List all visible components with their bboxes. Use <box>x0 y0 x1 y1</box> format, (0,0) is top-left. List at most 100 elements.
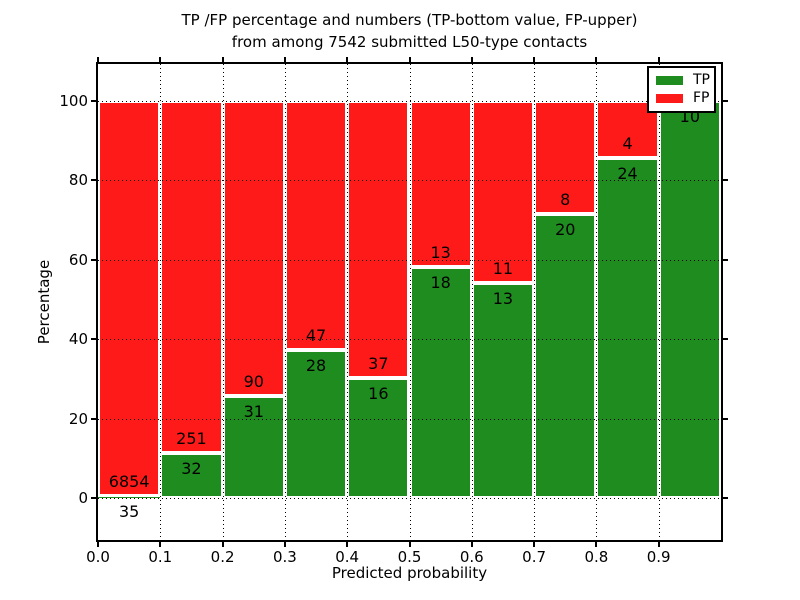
y-tick-right <box>721 258 728 261</box>
y-tick-label: 80 <box>68 171 88 190</box>
y-tick <box>91 100 98 102</box>
x-gridline <box>658 64 660 540</box>
fp-bar-segment <box>160 101 223 454</box>
x-tick-label: 0.1 <box>148 548 173 566</box>
x-tick <box>657 540 660 547</box>
x-tick-top <box>97 57 99 64</box>
y-tick-label: 20 <box>68 409 88 428</box>
x-tick-label: 0.9 <box>646 548 671 566</box>
x-tick-top <box>533 57 536 64</box>
x-tick <box>221 540 224 547</box>
tp-bar-segment <box>160 453 223 498</box>
x-tick <box>470 540 473 547</box>
bar-value-label-tp: 18 <box>430 273 451 293</box>
x-tick-label: 0.3 <box>272 548 297 566</box>
tp-bar-segment <box>347 378 410 498</box>
bar-value-label-tp: 20 <box>555 220 576 240</box>
legend-label-fp: FP <box>693 90 710 106</box>
legend-item-tp: TP <box>656 72 714 88</box>
fp-bar-segment <box>98 101 161 496</box>
fp-bar-segment <box>471 101 535 283</box>
x-gridline <box>284 64 286 540</box>
bar-value-label-fp: 37 <box>368 354 389 374</box>
x-tick-top <box>283 57 286 64</box>
x-gridline <box>409 64 411 540</box>
x-tick-top <box>470 57 473 64</box>
legend-item-fp: FP <box>656 90 714 106</box>
legend: TP FP <box>647 66 716 113</box>
tp-bar-segment <box>284 349 348 498</box>
x-tick-label: 0.2 <box>210 548 235 566</box>
x-gridline <box>471 64 473 540</box>
bar-value-label-tp: 13 <box>492 288 514 308</box>
x-tick <box>97 540 99 547</box>
bar-value-label-tp: 31 <box>243 402 264 422</box>
fp-bar-segment <box>222 101 285 397</box>
x-tick <box>595 540 598 547</box>
y-tick-right <box>721 100 728 102</box>
tp-bar-segment <box>471 282 535 498</box>
y-tick-right <box>721 417 728 420</box>
fp-swatch-icon <box>656 94 683 103</box>
y-tick-right <box>721 179 728 182</box>
x-tick-top <box>159 57 162 64</box>
fp-bar-segment <box>409 101 472 268</box>
x-gridline <box>596 64 598 540</box>
legend-label-tp: TP <box>693 72 710 88</box>
chart-title-line1: TP /FP percentage and numbers (TP-bottom… <box>181 11 638 29</box>
bar-value-label-tp: 28 <box>305 355 327 375</box>
bar-value-label-tp: 16 <box>368 384 389 404</box>
y-tick <box>91 417 98 420</box>
x-tick-label: 0.5 <box>397 548 422 566</box>
x-tick <box>346 540 349 547</box>
bar-value-label-fp: 6854 <box>108 471 150 491</box>
y-tick-label: 100 <box>59 92 88 110</box>
y-tick <box>91 497 98 499</box>
bar-value-label-fp: 251 <box>176 429 207 449</box>
x-tick <box>283 540 286 547</box>
bar-value-label-fp: 90 <box>243 372 264 392</box>
tp-bar-segment <box>596 157 659 498</box>
y-tick <box>91 258 98 261</box>
x-tick-top <box>221 57 224 64</box>
fp-bar-segment <box>347 101 410 379</box>
y-tick-label: 60 <box>68 250 88 269</box>
x-gridline <box>222 64 224 540</box>
x-tick <box>408 540 411 547</box>
tp-bar-edge <box>98 494 161 497</box>
tp-bar-segment <box>98 495 161 498</box>
tp-bar-segment <box>658 101 721 498</box>
y-tick-right <box>721 497 728 499</box>
x-tick <box>159 540 162 547</box>
plot-area: TP FP 6854 35 251 32 90 31 47 28 37 16 13 18 11 13 8 20… <box>59 57 728 566</box>
chart-title-line2: from among 7542 submitted L50-type conta… <box>231 33 588 51</box>
y-tick-right <box>721 338 728 341</box>
x-gridline <box>160 64 162 540</box>
tp-bar-segment <box>222 396 285 498</box>
bar-value-label-fp: 8 <box>560 190 571 210</box>
x-tick-label: 0.4 <box>335 548 360 566</box>
bar-value-label-fp: 47 <box>305 325 327 345</box>
x-tick <box>533 540 536 547</box>
bar-value-label-fp: 11 <box>492 258 514 278</box>
bar-value-label-fp: 13 <box>430 243 451 263</box>
x-tick-top <box>595 57 598 64</box>
x-tick-label: 0.7 <box>522 548 547 566</box>
bar-value-label-tp: 35 <box>118 501 140 521</box>
tp-bar-segment <box>409 267 472 498</box>
x-tick-label: 0.6 <box>459 548 484 566</box>
chart-title: TP /FP percentage and numbers (TP-bottom… <box>96 9 723 53</box>
x-tick-label: 0.8 <box>584 548 609 566</box>
tp-swatch-icon <box>656 76 683 85</box>
x-gridline <box>347 64 349 540</box>
y-tick-label: 40 <box>68 330 88 349</box>
x-tick-top <box>408 57 411 64</box>
tp-bar-segment <box>534 214 597 498</box>
bar-value-label-tp: 24 <box>617 163 638 183</box>
y-tick <box>91 338 98 341</box>
fp-bar-segment <box>534 101 597 215</box>
x-axis-label: Predicted probability <box>331 564 488 582</box>
x-tick-top <box>346 57 349 64</box>
bar-value-label-tp: 32 <box>181 459 202 479</box>
